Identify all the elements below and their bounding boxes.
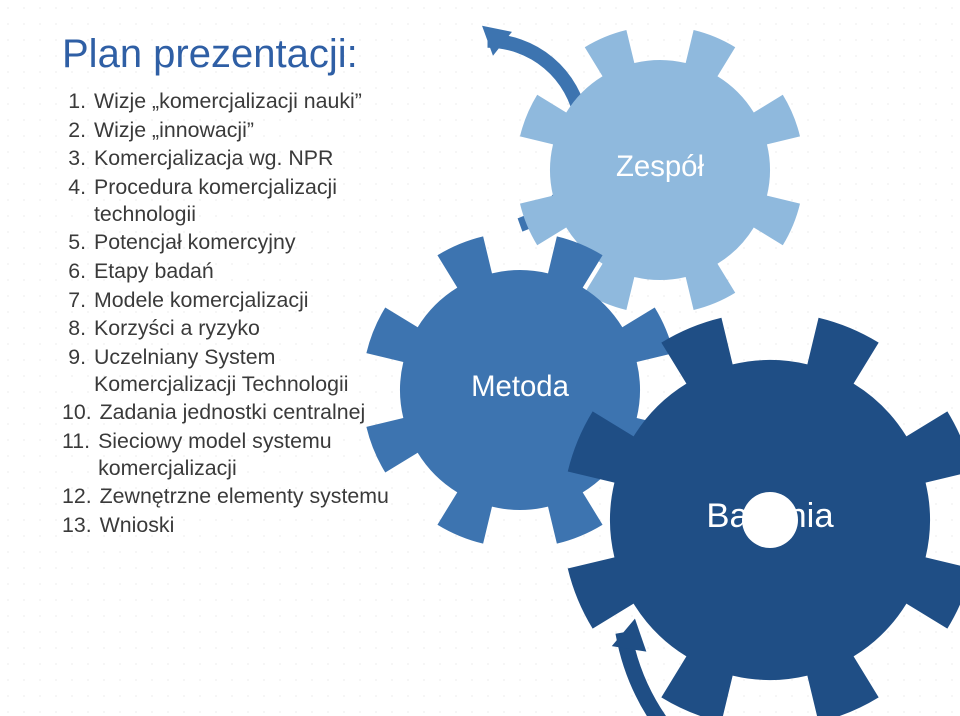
list-item-text: Korzyści a ryzyko bbox=[94, 315, 260, 342]
list-item-text: Sieciowy model systemu komercjalizacji bbox=[98, 428, 418, 481]
gear-label-badania: Badania bbox=[670, 497, 870, 536]
list-item-text: Zewnętrzne elementy systemu bbox=[100, 483, 389, 510]
list-item-number: 10. bbox=[62, 399, 92, 426]
list-item-number: 6. bbox=[62, 258, 86, 285]
list-item-number: 5. bbox=[62, 229, 86, 256]
list-item-text: Komercjalizacja wg. NPR bbox=[94, 145, 333, 172]
arrow-top-left-head-icon bbox=[482, 26, 512, 56]
list-item-text: Zadania jednostki centralnej bbox=[100, 399, 366, 426]
list-item-number: 11. bbox=[62, 428, 90, 481]
list-item: 13. Wnioski bbox=[62, 512, 418, 539]
list-item-number: 1. bbox=[62, 88, 86, 115]
arrow-bottom-right bbox=[623, 421, 960, 716]
gear-badania-hole bbox=[742, 492, 798, 548]
slide: Plan prezentacji: 1. Wizje „komercjalizac… bbox=[0, 0, 960, 716]
list-item-text: Uczelniany System Komercjalizacji Techno… bbox=[94, 344, 414, 397]
gear-badania bbox=[568, 318, 960, 716]
arrow-bottom-right-head-icon bbox=[612, 619, 647, 652]
arrow-top-left bbox=[488, 41, 583, 225]
list-item-number: 4. bbox=[62, 174, 86, 227]
list-item: 7. Modele komercjalizacji bbox=[62, 287, 418, 314]
list-item-text: Wnioski bbox=[100, 512, 175, 539]
gear-zespol bbox=[520, 30, 800, 310]
list-item: 10. Zadania jednostki centralnej bbox=[62, 399, 418, 426]
list-item-number: 3. bbox=[62, 145, 86, 172]
list-item-text: Potencjał komercyjny bbox=[94, 229, 296, 256]
list-item: 4.Procedura komercjalizacji technologii bbox=[62, 174, 418, 227]
list-item: 5. Potencjał komercyjny bbox=[62, 229, 418, 256]
list-item: 9.Uczelniany System Komercjalizacji Tech… bbox=[62, 344, 418, 397]
list-item: 2. Wizje „innowacji” bbox=[62, 117, 418, 144]
gear-label-metoda: Metoda bbox=[420, 370, 620, 404]
list-item-text: Etapy badań bbox=[94, 258, 214, 285]
gear-label-zespol: Zespół bbox=[560, 150, 760, 184]
list-item-text: Wizje „innowacji” bbox=[94, 117, 254, 144]
list-item-text: Modele komercjalizacji bbox=[94, 287, 309, 314]
outline-list: 1. Wizje „komercjalizacji nauki” 2. Wizje „… bbox=[62, 88, 418, 541]
list-item-number: 12. bbox=[62, 483, 92, 510]
list-item-text: Wizje „komercjalizacji nauki” bbox=[94, 88, 362, 115]
list-item-number: 13. bbox=[62, 512, 92, 539]
list-item-number: 7. bbox=[62, 287, 86, 314]
list-item-number: 2. bbox=[62, 117, 86, 144]
list-item: 12. Zewnętrzne elementy systemu bbox=[62, 483, 418, 510]
page-title: Plan prezentacji: bbox=[62, 32, 358, 77]
list-item-text: Procedura komercjalizacji technologii bbox=[94, 174, 414, 227]
list-item: 11. Sieciowy model systemu komercjalizacj… bbox=[62, 428, 418, 481]
list-item-number: 9. bbox=[62, 344, 86, 397]
list-item: 3. Komercjalizacja wg. NPR bbox=[62, 145, 418, 172]
list-item: 8. Korzyści a ryzyko bbox=[62, 315, 418, 342]
list-item-number: 8. bbox=[62, 315, 86, 342]
list-item: 6. Etapy badań bbox=[62, 258, 418, 285]
list-item: 1. Wizje „komercjalizacji nauki” bbox=[62, 88, 418, 115]
